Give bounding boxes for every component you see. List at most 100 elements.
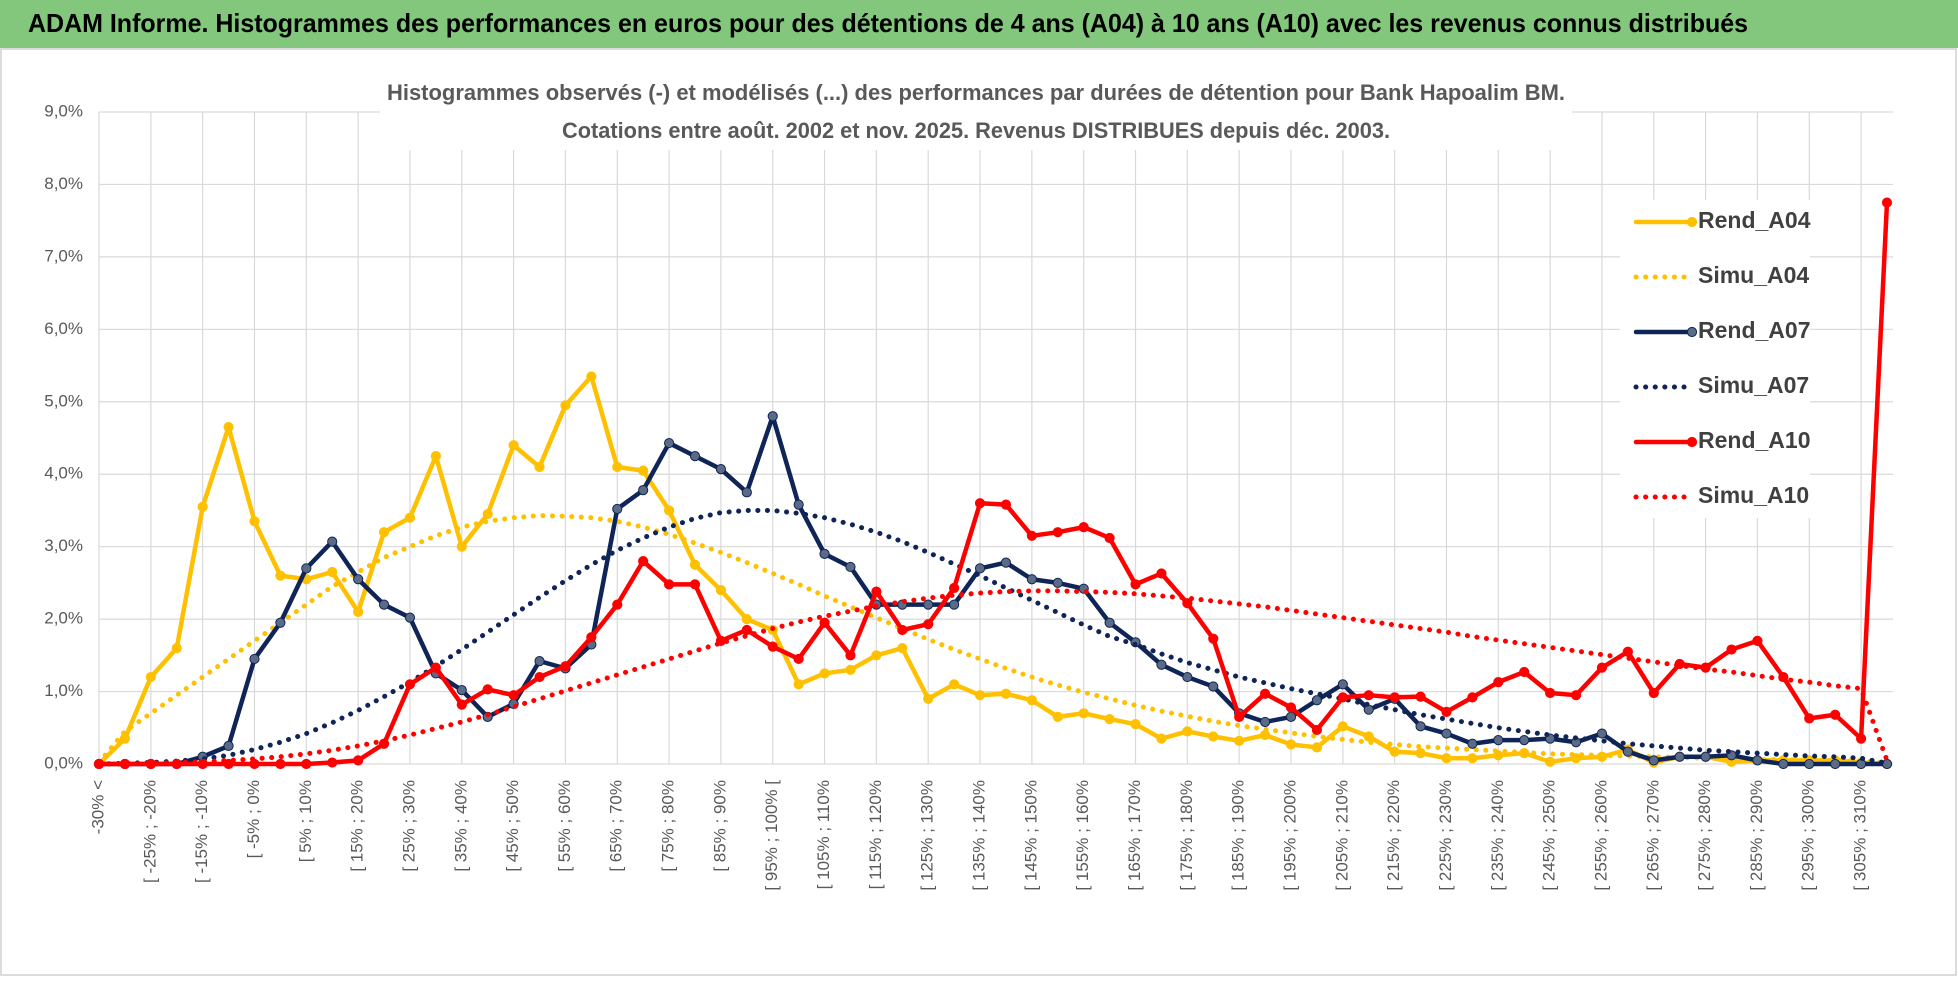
model-line <box>96 513 1890 766</box>
point <box>663 505 675 516</box>
point <box>1026 530 1037 541</box>
point <box>663 437 675 449</box>
point <box>1493 677 1504 688</box>
point <box>1259 729 1271 741</box>
point <box>1441 753 1452 764</box>
x-tick-label: [ 65% ; 70% <box>607 780 626 872</box>
point <box>1285 702 1297 713</box>
x-tick-label: [ 85% ; 90% <box>710 780 729 872</box>
x-tick-label: [ 115% ; 120% <box>866 780 885 889</box>
x-tick-label: [ -15% ; -10% <box>192 780 211 883</box>
legend-backdrop <box>1620 200 1810 518</box>
x-tick-label: [ 105% ; 110% <box>814 780 833 889</box>
x-tick-label: [ 275% ; 280% <box>1695 780 1714 891</box>
point <box>1000 557 1012 568</box>
point <box>1337 721 1348 732</box>
point <box>249 516 260 527</box>
x-tick-label: [ 175% ; 180% <box>1177 780 1196 891</box>
y-tick-label: 3,0% <box>44 536 83 555</box>
point <box>1570 690 1582 701</box>
x-tick-label: [ 95% ; 100% [ <box>762 780 781 891</box>
point <box>1156 659 1167 670</box>
point <box>638 465 649 476</box>
point <box>1752 755 1763 766</box>
x-tick-label: [ 35% ; 40% <box>451 780 470 872</box>
point <box>1467 692 1478 703</box>
legend-label: Rend_A04 <box>1698 207 1811 233</box>
point <box>689 559 701 570</box>
chart-subtitle: Cotations entre août. 2002 et nov. 2025.… <box>562 118 1390 143</box>
point <box>1855 733 1867 744</box>
x-tick-label: [ 165% ; 170% <box>1125 780 1144 891</box>
x-tick-label: [ 295% ; 300% <box>1799 780 1818 891</box>
x-tick-label: [ 15% ; 20% <box>348 780 367 872</box>
point <box>1182 598 1193 609</box>
point <box>1545 756 1556 767</box>
point <box>845 650 856 661</box>
point <box>1778 758 1789 770</box>
point <box>767 411 778 422</box>
point <box>1182 726 1193 737</box>
point <box>404 512 416 523</box>
point <box>223 758 234 770</box>
point <box>1337 679 1348 690</box>
x-tick-label: [ 45% ; 50% <box>503 780 522 872</box>
point <box>923 619 934 630</box>
point <box>1259 688 1271 699</box>
point <box>1855 758 1867 770</box>
point <box>586 632 597 643</box>
point <box>1156 568 1167 579</box>
point <box>1078 522 1089 533</box>
point <box>974 563 986 574</box>
point <box>871 586 882 597</box>
x-tick-label: [ 135% ; 140% <box>970 780 989 891</box>
point <box>301 758 312 770</box>
point <box>1596 662 1608 673</box>
header-band <box>0 0 1958 48</box>
point <box>327 757 338 768</box>
x-tick-label: [ 225% ; 230% <box>1436 780 1455 891</box>
point <box>145 671 156 683</box>
point <box>378 599 390 610</box>
point <box>1648 755 1659 766</box>
point <box>482 508 493 520</box>
point <box>1311 724 1323 736</box>
point <box>1363 690 1374 701</box>
point <box>1000 499 1012 510</box>
x-tick-label: -30% < <box>88 780 107 834</box>
x-tick-label: [ 5% ; 10% <box>296 780 315 862</box>
legend-marker <box>1686 326 1698 338</box>
y-tick-label: 9,0% <box>44 101 83 120</box>
legend-label: Rend_A07 <box>1698 317 1810 343</box>
point <box>1078 708 1089 719</box>
header-title: ADAM Informe. Histogrammes des performan… <box>28 8 1748 38</box>
point <box>819 668 830 679</box>
point <box>1415 748 1426 759</box>
point <box>1104 617 1115 628</box>
point <box>741 614 752 625</box>
x-tick-label: [ 245% ; 250% <box>1540 780 1559 891</box>
point <box>249 653 260 665</box>
point <box>715 464 727 475</box>
point <box>456 541 467 552</box>
point <box>1363 704 1374 715</box>
point <box>1519 666 1530 678</box>
point <box>1285 739 1297 750</box>
point <box>689 579 701 590</box>
point <box>612 461 623 473</box>
point <box>353 574 364 585</box>
point <box>871 650 882 661</box>
point <box>819 548 830 560</box>
point <box>923 693 934 704</box>
point <box>612 599 623 610</box>
x-tick-label: [ 255% ; 260% <box>1591 780 1610 891</box>
point <box>949 599 960 610</box>
y-tick-label: 6,0% <box>44 319 83 338</box>
x-tick-label: [ 125% ; 130% <box>918 780 937 891</box>
y-tick-label: 7,0% <box>44 246 83 265</box>
x-tick-label: [ 25% ; 30% <box>399 780 418 872</box>
legend-label: Simu_A04 <box>1698 262 1809 288</box>
point <box>456 685 467 696</box>
point <box>1285 711 1297 723</box>
point <box>612 503 623 515</box>
